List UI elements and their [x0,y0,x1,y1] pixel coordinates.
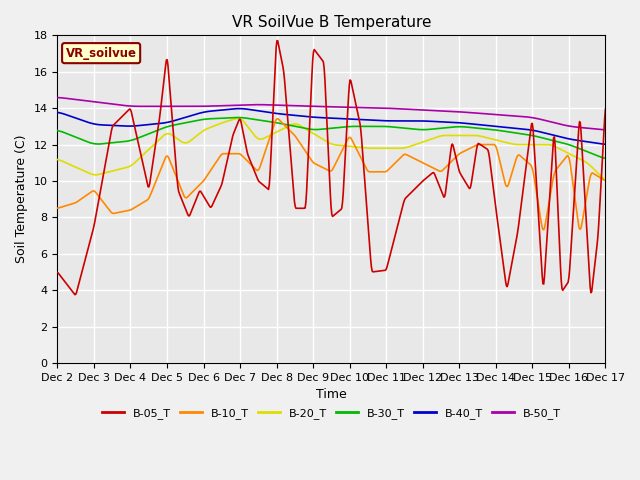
Legend: B-05_T, B-10_T, B-20_T, B-30_T, B-40_T, B-50_T: B-05_T, B-10_T, B-20_T, B-30_T, B-40_T, … [97,403,566,423]
Title: VR SoilVue B Temperature: VR SoilVue B Temperature [232,15,431,30]
Text: VR_soilvue: VR_soilvue [66,47,136,60]
X-axis label: Time: Time [316,388,347,401]
Y-axis label: Soil Temperature (C): Soil Temperature (C) [15,135,28,264]
